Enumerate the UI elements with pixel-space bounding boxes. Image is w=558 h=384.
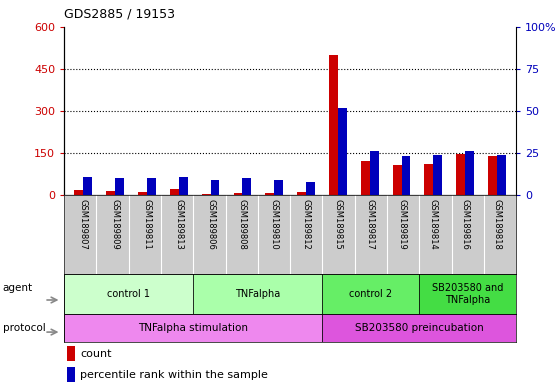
Text: TNFalpha stimulation: TNFalpha stimulation <box>138 323 248 333</box>
Bar <box>488 156 497 195</box>
Bar <box>497 155 506 195</box>
Bar <box>74 190 83 195</box>
Bar <box>323 274 419 314</box>
Text: GSM189818: GSM189818 <box>493 199 502 250</box>
Text: GSM189807: GSM189807 <box>79 199 88 250</box>
Bar <box>402 156 411 195</box>
Bar <box>393 165 402 195</box>
Text: TNFalpha: TNFalpha <box>235 289 281 299</box>
Text: GSM189810: GSM189810 <box>270 199 279 250</box>
Text: GSM189813: GSM189813 <box>174 199 183 250</box>
Bar <box>370 151 379 195</box>
Bar <box>179 177 187 195</box>
Bar <box>465 151 474 195</box>
Bar <box>83 177 92 195</box>
Bar <box>106 191 115 195</box>
Bar <box>456 154 465 195</box>
Text: GSM189811: GSM189811 <box>142 199 151 250</box>
Bar <box>419 274 516 314</box>
Text: percentile rank within the sample: percentile rank within the sample <box>80 370 268 380</box>
Bar <box>233 193 242 195</box>
Text: control 1: control 1 <box>107 289 150 299</box>
Bar <box>170 189 179 195</box>
Bar <box>329 55 338 195</box>
Text: GSM189814: GSM189814 <box>429 199 438 250</box>
Text: GSM189806: GSM189806 <box>206 199 215 250</box>
Bar <box>242 178 251 195</box>
Bar <box>67 346 75 361</box>
Bar <box>138 192 147 195</box>
Bar <box>201 194 210 195</box>
Bar <box>274 180 283 195</box>
Text: SB203580 preincubation: SB203580 preincubation <box>355 323 484 333</box>
Text: agent: agent <box>3 283 33 293</box>
Bar <box>64 314 323 342</box>
Bar <box>193 274 323 314</box>
Bar <box>266 193 274 195</box>
Text: GDS2885 / 19153: GDS2885 / 19153 <box>64 8 175 21</box>
Bar <box>210 180 219 195</box>
Bar <box>425 164 434 195</box>
Text: GSM189812: GSM189812 <box>301 199 311 250</box>
Text: SB203580 and
TNFalpha: SB203580 and TNFalpha <box>432 283 503 305</box>
Text: count: count <box>80 349 112 359</box>
Bar <box>323 314 516 342</box>
Bar <box>306 182 315 195</box>
Bar <box>434 155 442 195</box>
Text: GSM189809: GSM189809 <box>110 199 119 250</box>
Bar <box>361 161 370 195</box>
Bar <box>338 108 347 195</box>
Text: GSM189817: GSM189817 <box>365 199 374 250</box>
Text: GSM189819: GSM189819 <box>397 199 406 250</box>
Bar <box>67 367 75 382</box>
Text: GSM189816: GSM189816 <box>461 199 470 250</box>
Bar <box>115 178 124 195</box>
Bar <box>64 274 193 314</box>
Bar <box>147 178 156 195</box>
Text: control 2: control 2 <box>349 289 392 299</box>
Bar <box>297 192 306 195</box>
Text: protocol: protocol <box>3 323 46 333</box>
Text: GSM189808: GSM189808 <box>238 199 247 250</box>
Text: GSM189815: GSM189815 <box>333 199 343 250</box>
